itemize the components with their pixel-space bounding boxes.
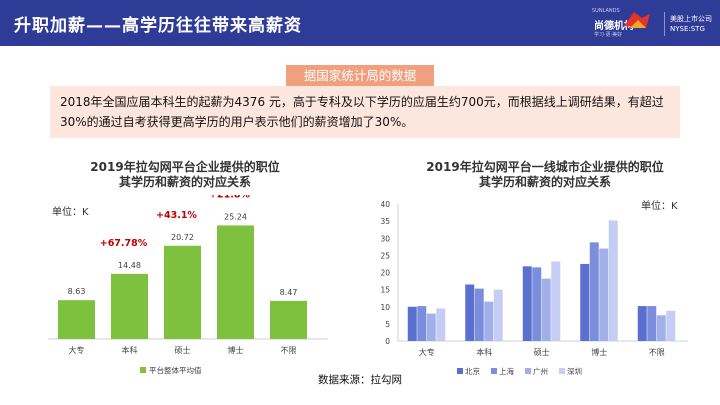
left-increase-annotation: +43.1% bbox=[156, 210, 197, 221]
info-box: 2018年全国应届本科生的起薪为4376 元，高于专科及以下学历的应届生约700… bbox=[50, 86, 680, 138]
right-legend-swatch bbox=[491, 368, 497, 374]
header-bar: 升职加薪——高学历往往带来高薪资 SUNLANDS 尚德机构 学习·更·美好 美… bbox=[0, 0, 720, 46]
right-legend-label: 广州 bbox=[533, 366, 548, 376]
left-x-tick-label: 不限 bbox=[281, 346, 297, 355]
right-y-tick-label: 10 bbox=[380, 303, 390, 312]
right-chart-title-line2: 其学历和薪资的对应关系 bbox=[478, 175, 611, 189]
left-chart-title-line2: 其学历和薪资的对应关系 bbox=[118, 175, 251, 189]
right-y-tick-label: 0 bbox=[385, 337, 390, 346]
left-bar bbox=[111, 273, 148, 339]
right-x-tick-label: 本科 bbox=[476, 347, 492, 357]
right-x-tick-label: 大专 bbox=[419, 347, 435, 357]
right-y-tick-label: 5 bbox=[385, 320, 390, 329]
right-bar-2 bbox=[474, 288, 484, 341]
left-legend-swatch bbox=[140, 367, 146, 373]
left-bar bbox=[58, 300, 95, 339]
brand-divider bbox=[664, 12, 665, 36]
right-legend-swatch bbox=[457, 368, 463, 374]
right-y-tick-label: 15 bbox=[380, 286, 390, 295]
right-bar-4 bbox=[608, 220, 618, 341]
left-x-tick-label: 大专 bbox=[69, 345, 85, 355]
right-bar-2 bbox=[647, 306, 657, 341]
left-x-tick-label: 硕士 bbox=[175, 345, 191, 355]
right-legend-swatch bbox=[525, 368, 531, 374]
right-x-tick-label: 博士 bbox=[591, 347, 607, 357]
right-chart-unit: 单位：K bbox=[641, 201, 678, 212]
left-chart-unit: 单位：K bbox=[52, 207, 89, 218]
left-value-label: 20.72 bbox=[171, 233, 194, 242]
right-bar-3 bbox=[541, 278, 551, 341]
info-text: 2018年全国应届本科生的起薪为4376 元，高于专科及以下学历的应届生约700… bbox=[60, 95, 664, 129]
brand-name: 尚德机构 bbox=[594, 21, 634, 32]
right-bar-2 bbox=[589, 242, 599, 341]
right-bar-3 bbox=[656, 315, 666, 341]
left-bar bbox=[217, 225, 254, 339]
brand-tag: SUNLANDS bbox=[592, 8, 620, 14]
left-chart: 8.63 大专 14.48 本科 20.72 硕士 25.24 博士 8.47 不限 +67.78%… bbox=[48, 195, 328, 375]
right-y-tick-label: 30 bbox=[380, 234, 390, 243]
right-legend-swatch bbox=[559, 368, 565, 374]
right-bar-1 bbox=[465, 284, 475, 341]
right-bar-3 bbox=[426, 313, 436, 341]
left-value-label: 8.63 bbox=[68, 287, 86, 296]
right-bar-4 bbox=[493, 289, 503, 341]
left-value-label: 8.47 bbox=[280, 288, 298, 297]
left-increase-annotation: +21.8% bbox=[209, 195, 250, 200]
right-bar-1 bbox=[522, 266, 532, 341]
right-y-tick-label: 40 bbox=[380, 200, 390, 209]
right-y-tick-label: 35 bbox=[380, 217, 390, 226]
right-y-tick-label: 20 bbox=[380, 269, 390, 278]
left-legend-label: 平台整体平均值 bbox=[149, 365, 202, 375]
left-bar bbox=[270, 300, 307, 339]
right-bar-2 bbox=[532, 267, 542, 341]
left-chart-title: 2019年拉勾网平台企业提供的职位 其学历和薪资的对应关系 bbox=[40, 160, 330, 190]
right-bar-3 bbox=[484, 301, 494, 341]
right-bar-2 bbox=[417, 306, 427, 341]
right-chart-title: 2019年拉勾网平台一线城市企业提供的职位 其学历和薪资的对应关系 bbox=[385, 160, 705, 190]
right-bar-4 bbox=[436, 308, 446, 341]
listing-line-1: 美股上市公司 bbox=[670, 15, 712, 23]
right-x-tick-label: 硕士 bbox=[534, 347, 550, 357]
left-increase-annotation: +67.78% bbox=[100, 238, 148, 249]
left-x-tick-label: 博士 bbox=[228, 345, 244, 355]
left-value-label: 14.48 bbox=[118, 261, 141, 270]
right-bar-3 bbox=[599, 248, 609, 341]
right-bar-1 bbox=[637, 306, 647, 341]
right-legend-label: 北京 bbox=[465, 366, 480, 376]
slide-title: 升职加薪——高学历往往带来高薪资 bbox=[14, 16, 302, 36]
data-source-tag: 据国家统计局的数据 bbox=[286, 65, 434, 86]
right-x-tick-label: 不限 bbox=[649, 348, 665, 357]
left-chart-title-line1: 2019年拉勾网平台企业提供的职位 bbox=[90, 160, 280, 174]
listing-line-2: NYSE:STG bbox=[670, 25, 705, 33]
brand-slogan: 学习·更·美好 bbox=[594, 32, 623, 38]
right-bar-4 bbox=[551, 261, 561, 341]
right-legend-label: 上海 bbox=[499, 366, 514, 376]
data-source-note: 数据来源：拉勾网 bbox=[318, 374, 402, 386]
left-value-label: 25.24 bbox=[224, 212, 247, 221]
right-legend-label: 深圳 bbox=[567, 366, 582, 376]
right-bar-4 bbox=[666, 310, 676, 341]
left-x-tick-label: 本科 bbox=[122, 345, 138, 355]
right-bar-1 bbox=[407, 306, 417, 341]
left-bar bbox=[164, 245, 201, 339]
right-chart-title-line1: 2019年拉勾网平台一线城市企业提供的职位 bbox=[426, 160, 664, 174]
right-bar-1 bbox=[580, 263, 590, 341]
brand-logo-icon bbox=[624, 12, 650, 28]
right-y-tick-label: 25 bbox=[380, 251, 390, 260]
